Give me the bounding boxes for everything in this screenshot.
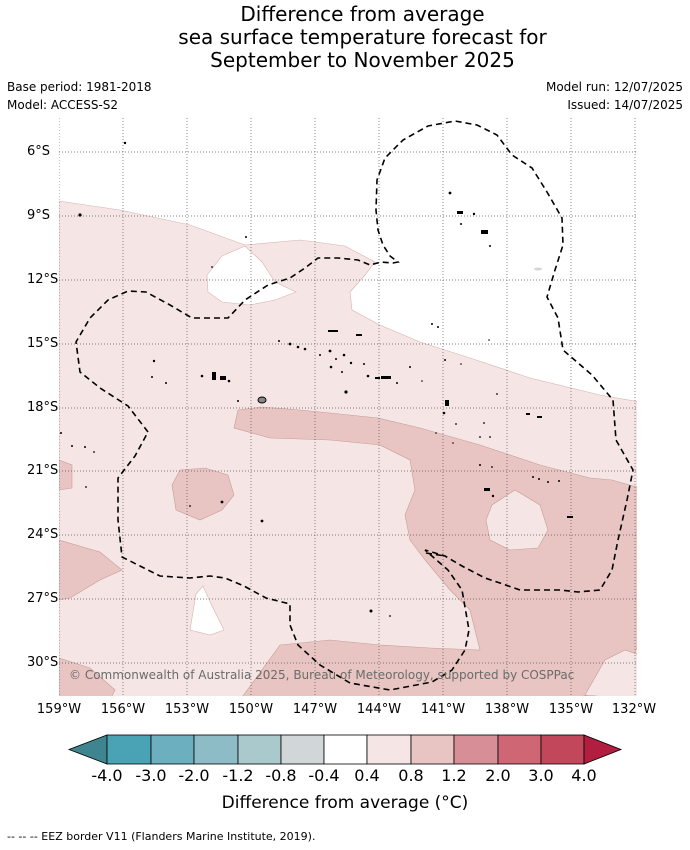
anomaly-region-light-inner [485,489,549,551]
near-average-patch-north [206,245,297,306]
colorbar-label-1: -4.0 [91,766,123,785]
title-line-1: Difference from average [240,2,485,26]
lat-label-21s: 21°S [27,463,59,478]
island-outline [257,396,267,404]
model-name: Model: ACCESS-S2 [7,98,119,112]
lon-label-156w: 156°W [100,702,146,717]
colorbar-title: Difference from average (°C) [221,793,469,813]
anomaly-region-medium-central [233,406,637,696]
issued-date: Issued: 14/07/2025 [567,98,683,112]
near-average-patch-south [189,585,225,636]
lat-label-12s: 12°S [27,272,59,287]
colorbar-label-4: -1.2 [222,766,254,785]
eez-border-cook-islands [75,120,634,691]
colorbar-label-2: -3.0 [135,766,167,785]
islands [60,141,573,617]
lon-label-138w: 138°W [484,702,530,717]
lat-gridlines [59,151,637,664]
colorbar-swatch-6 [323,734,368,765]
lat-label-9s: 9°S [27,208,51,223]
lon-label-135w: 135°W [548,702,594,717]
lon-label-144w: 144°W [356,702,402,717]
colorbar-label-11: 3.0 [528,766,554,785]
anomaly-region-medium-edge-1 [59,459,73,491]
colorbar-label-9: 1.2 [441,766,467,785]
copyright-notice: © Commonwealth of Australia 2025, Bureau… [69,668,575,682]
colorbar-label-6: -0.4 [308,766,340,785]
colorbar-swatch-2 [150,734,195,765]
base-period: Base period: 1981-2018 [7,80,152,94]
eez-footnote: -- -- -- EEZ border V11 (Flanders Marine… [7,830,316,843]
colorbar-swatch-7 [366,734,412,765]
colorbar-label-8: 0.8 [398,766,424,785]
anomaly-region-medium-edge-2 [59,539,123,601]
colorbar-arrow-high [583,734,623,765]
colorbar-swatch-5 [280,734,325,765]
title-line-3: September to November 2025 [210,48,515,72]
map-plot-area [59,118,637,696]
colorbar-swatch-1 [106,734,152,765]
anomaly-region-medium-west [171,467,235,521]
lon-label-147w: 147°W [292,702,338,717]
lon-label-132w: 132°W [611,702,657,717]
colorbar-swatch-8 [410,734,455,765]
colorbar-label-5: -0.8 [265,766,297,785]
anomaly-region-medium-edge-3 [59,657,116,696]
title-line-2: sea surface temperature forecast for [178,25,547,49]
colorbar-label-7: 0.4 [354,766,380,785]
eez-border-segment [425,552,446,557]
colorbar-swatch-10 [497,734,542,765]
meta-right: Model run: 12/07/2025 Issued: 14/07/2025 [546,78,683,114]
model-run: Model run: 12/07/2025 [545,80,683,94]
colorbar [67,734,623,765]
lon-label-150w: 150°W [228,702,274,717]
lon-label-141w: 141°W [420,702,466,717]
colorbar-label-3: -2.0 [178,766,210,785]
colorbar-arrow-low [67,734,108,765]
lat-label-27s: 27°S [27,591,59,606]
colorbar-swatch-3 [193,734,239,765]
map-title: Difference from average sea surface temp… [0,3,690,72]
lat-label-30s: 30°S [27,655,59,670]
lon-label-153w: 153°W [164,702,210,717]
lat-label-6s: 6°S [27,144,51,159]
colorbar-swatch-11 [540,734,585,765]
lat-label-18s: 18°S [27,400,59,415]
colorbar-swatch-4 [237,734,282,765]
anomaly-region-light-corner [584,649,637,696]
colorbar-label-10: 2.0 [485,766,511,785]
lon-label-159w: 159°W [36,702,82,717]
colorbar-label-12: 4.0 [571,766,597,785]
lon-gridlines [59,118,636,696]
meta-left: Base period: 1981-2018 Model: ACCESS-S2 [7,78,152,114]
lat-label-15s: 15°S [27,336,59,351]
colorbar-swatch-9 [453,734,499,765]
lat-label-24s: 24°S [27,527,59,542]
